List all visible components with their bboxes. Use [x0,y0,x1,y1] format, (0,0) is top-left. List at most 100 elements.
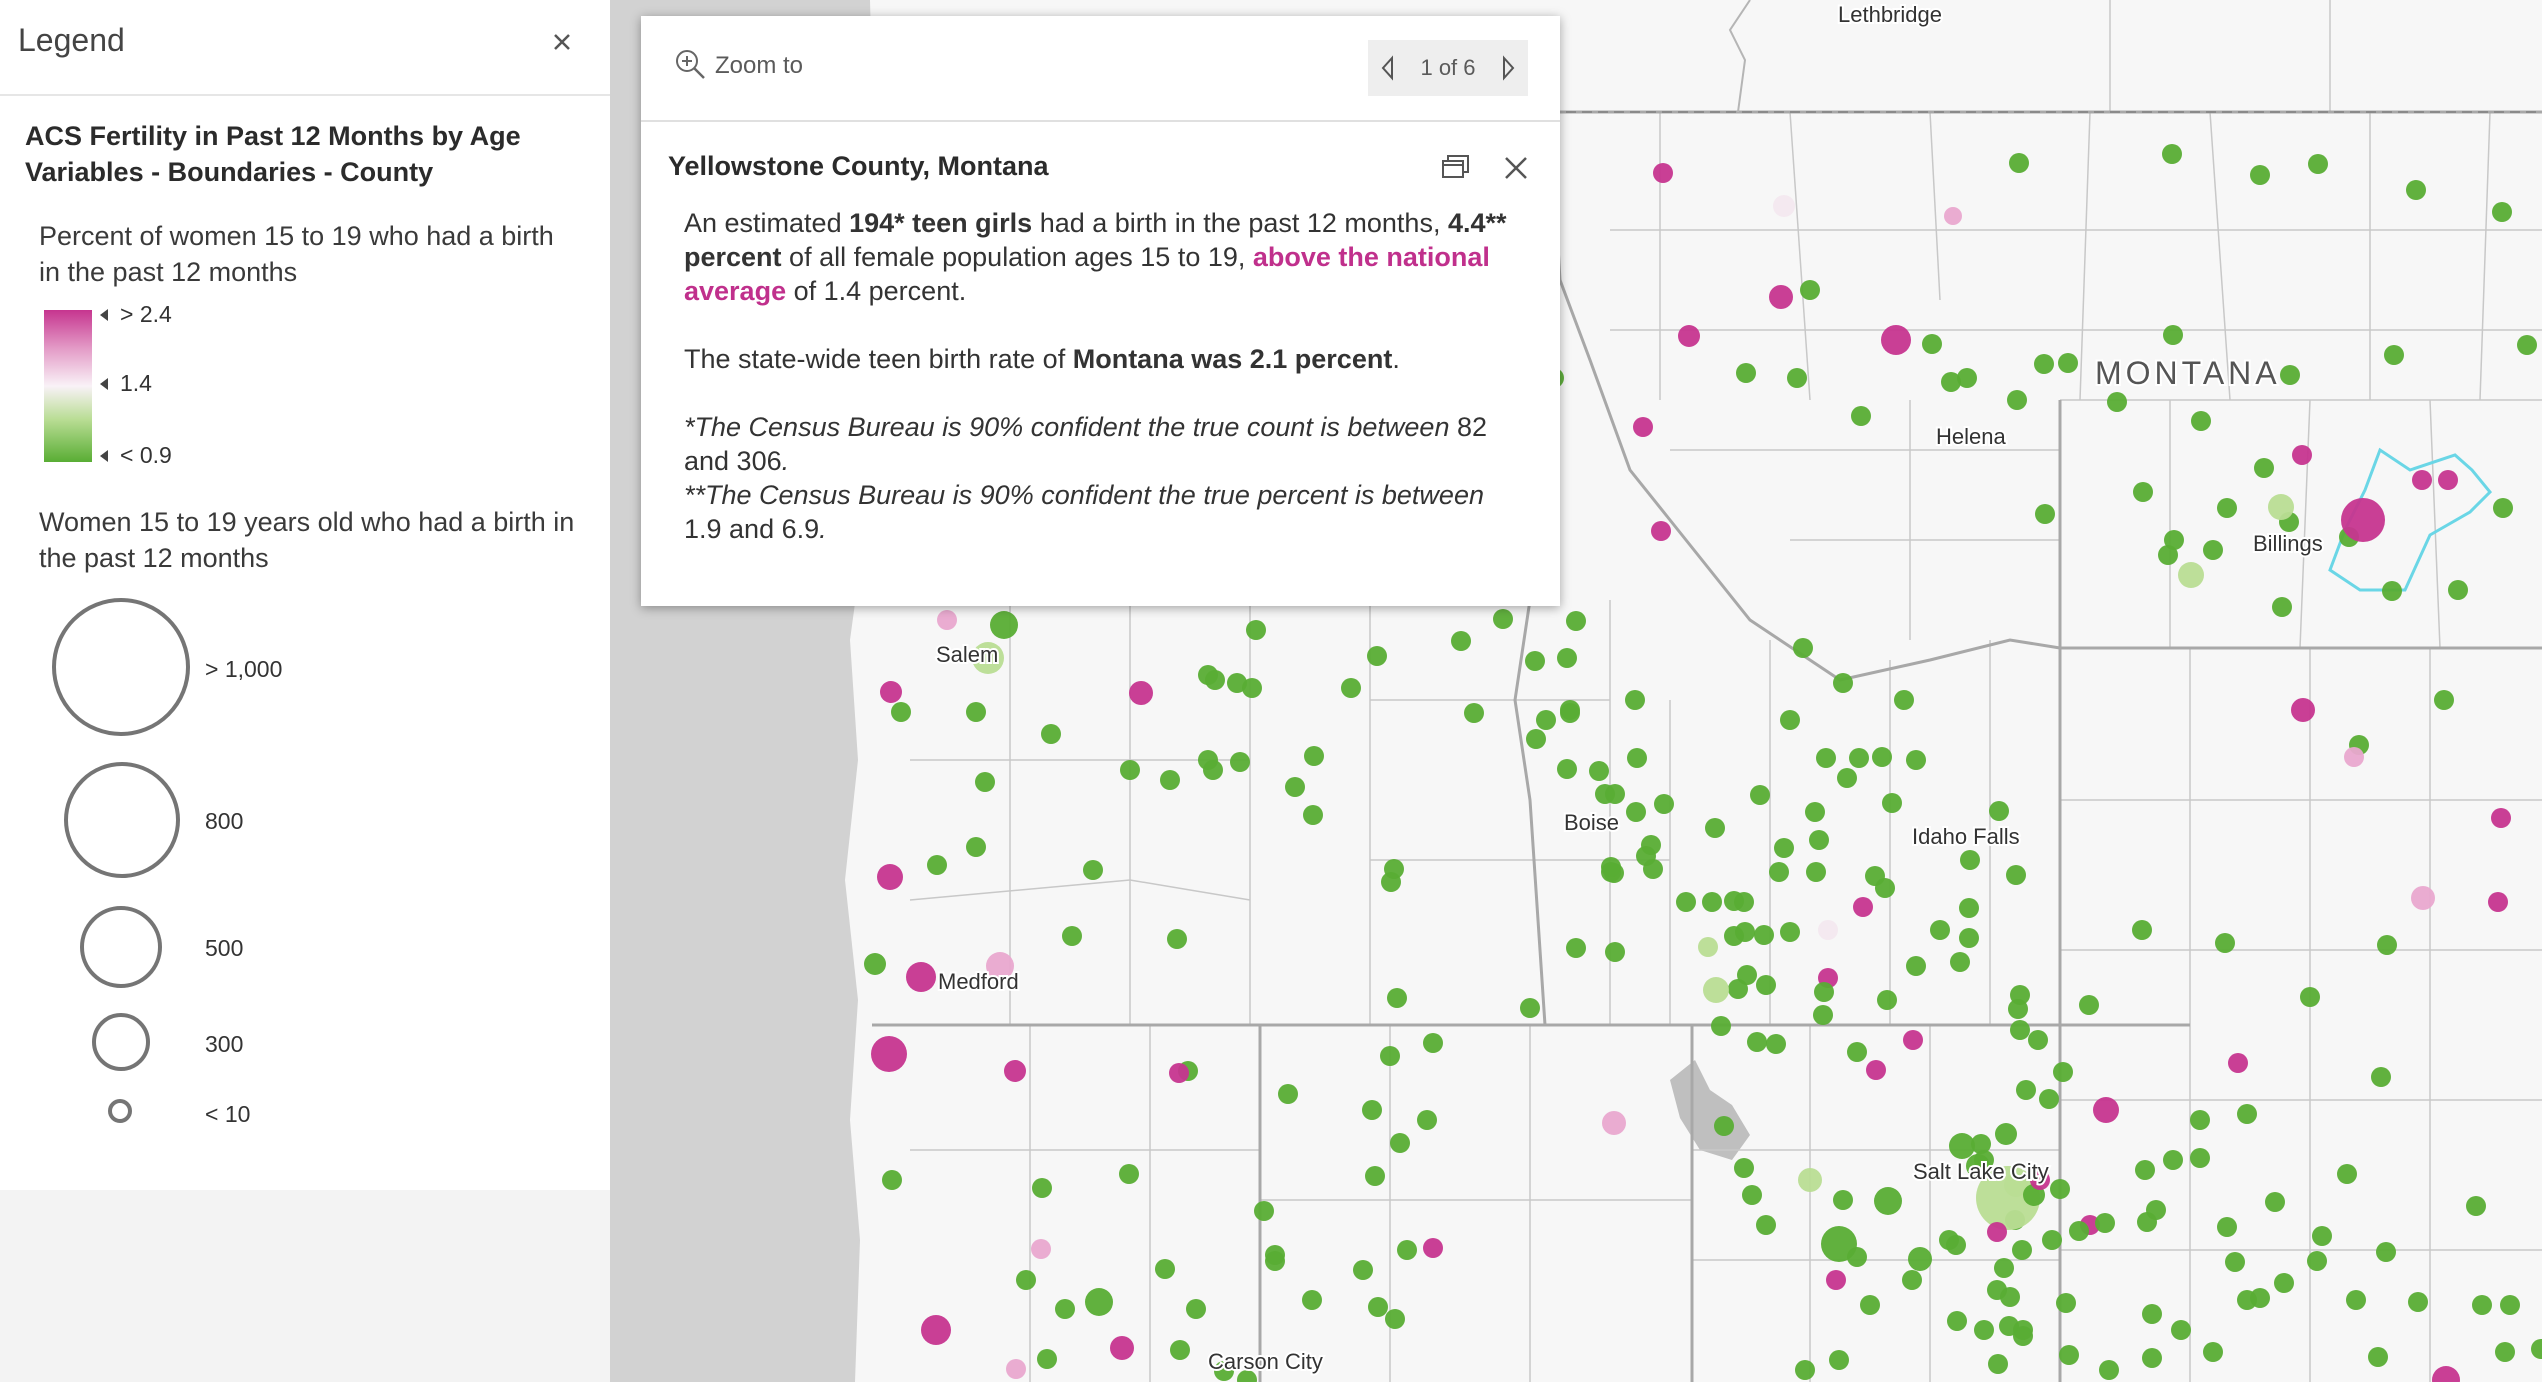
county-symbol[interactable] [1813,1005,1833,1025]
county-symbol[interactable] [2371,1067,2391,1087]
county-symbol[interactable] [2268,494,2294,520]
county-symbol[interactable] [2237,1104,2257,1124]
county-symbol[interactable] [871,1036,907,1072]
county-symbol[interactable] [1602,1111,1626,1135]
county-symbol[interactable] [1960,850,1980,870]
county-symbol[interactable] [1384,859,1404,879]
county-symbol[interactable] [990,611,1018,639]
county-symbol[interactable] [1254,1201,1274,1221]
county-symbol[interactable] [1703,977,1729,1003]
county-symbol[interactable] [2178,562,2204,588]
county-symbol[interactable] [1806,862,1826,882]
county-symbol[interactable] [1525,651,1545,671]
county-symbol[interactable] [1304,746,1324,766]
county-symbol[interactable] [1949,1133,1975,1159]
county-symbol[interactable] [1676,892,1696,912]
county-symbol[interactable] [1818,920,1838,940]
county-symbol[interactable] [2272,597,2292,617]
county-symbol[interactable] [2056,1293,2076,1313]
county-symbol[interactable] [1809,830,1829,850]
county-symbol[interactable] [1417,1110,1437,1130]
county-symbol[interactable] [1966,1154,1990,1178]
county-symbol[interactable] [1365,1166,1385,1186]
county-symbol[interactable] [2058,353,2078,373]
county-symbol[interactable] [1821,1226,1857,1262]
county-symbol[interactable] [891,702,911,722]
county-symbol[interactable] [1601,857,1621,877]
county-symbol[interactable] [1341,678,1361,698]
county-symbol[interactable] [2079,995,2099,1015]
county-symbol[interactable] [1866,1060,1886,1080]
county-symbol[interactable] [1031,1239,1051,1259]
county-symbol[interactable] [2000,1287,2020,1307]
county-symbol[interactable] [2217,498,2237,518]
county-symbol[interactable] [2517,335,2537,355]
county-symbol[interactable] [2171,1320,2191,1340]
county-symbol[interactable] [1004,1060,1026,1082]
county-symbol[interactable] [1160,770,1180,790]
county-symbol[interactable] [2203,1342,2223,1362]
county-symbol[interactable] [882,1170,902,1190]
county-symbol[interactable] [2016,1080,2036,1100]
county-symbol[interactable] [1464,703,1484,723]
county-symbol[interactable] [2377,935,2397,955]
county-symbol[interactable] [2099,1360,2119,1380]
county-symbol[interactable] [1754,925,1774,945]
county-symbol[interactable] [2203,540,2223,560]
county-symbol[interactable] [1493,609,1513,629]
county-symbol[interactable] [1120,760,1140,780]
county-symbol[interactable] [2009,153,2029,173]
county-symbol[interactable] [1557,759,1577,779]
county-symbol[interactable] [986,952,1014,980]
county-symbol[interactable] [1769,862,1789,882]
county-symbol[interactable] [2312,1226,2332,1246]
county-symbol[interactable] [2093,1097,2119,1123]
county-symbol[interactable] [2412,470,2432,490]
county-symbol[interactable] [966,837,986,857]
county-symbol[interactable] [2488,892,2508,912]
county-symbol[interactable] [2164,530,2184,550]
county-symbol[interactable] [1988,1354,2008,1374]
county-symbol[interactable] [2307,1251,2327,1271]
county-symbol[interactable] [1902,1270,1922,1290]
county-symbol[interactable] [2006,865,2026,885]
county-symbol[interactable] [2142,1304,2162,1324]
county-symbol[interactable] [1903,1030,1923,1050]
county-symbol[interactable] [1085,1288,1113,1316]
county-symbol[interactable] [1989,801,2009,821]
county-symbol[interactable] [1906,956,1926,976]
county-symbol[interactable] [2531,1339,2542,1359]
popup-close-button[interactable] [1494,146,1538,190]
county-symbol[interactable] [1385,1309,1405,1329]
county-symbol[interactable] [2466,1196,2486,1216]
county-symbol[interactable] [2034,354,2054,374]
county-symbol[interactable] [1851,406,1871,426]
county-symbol[interactable] [1877,990,1897,1010]
county-symbol[interactable] [1230,752,1250,772]
county-symbol[interactable] [2432,1366,2460,1382]
county-symbol[interactable] [1129,681,1153,705]
county-symbol[interactable] [1711,1016,1731,1036]
county-symbol[interactable] [1390,1133,1410,1153]
county-symbol[interactable] [1589,761,1609,781]
county-symbol[interactable] [1237,1370,1257,1382]
county-symbol[interactable] [2448,580,2468,600]
county-symbol[interactable] [1626,802,1646,822]
county-symbol[interactable] [1368,1297,1388,1317]
county-symbol[interactable] [2012,1240,2032,1260]
county-symbol[interactable] [2500,1295,2520,1315]
county-symbol[interactable] [1847,1042,1867,1062]
county-symbol[interactable] [2384,345,2404,365]
county-symbol[interactable] [1062,926,1082,946]
county-symbol[interactable] [1560,703,1580,723]
county-symbol[interactable] [1387,988,1407,1008]
county-symbol[interactable] [2250,165,2270,185]
county-symbol[interactable] [1643,859,1663,879]
county-symbol[interactable] [1724,891,1744,911]
county-symbol[interactable] [2254,458,2274,478]
county-symbol[interactable] [1397,1240,1417,1260]
county-symbol[interactable] [2228,1053,2248,1073]
county-symbol[interactable] [1526,729,1546,749]
county-symbol[interactable] [906,962,936,992]
county-symbol[interactable] [2491,808,2511,828]
